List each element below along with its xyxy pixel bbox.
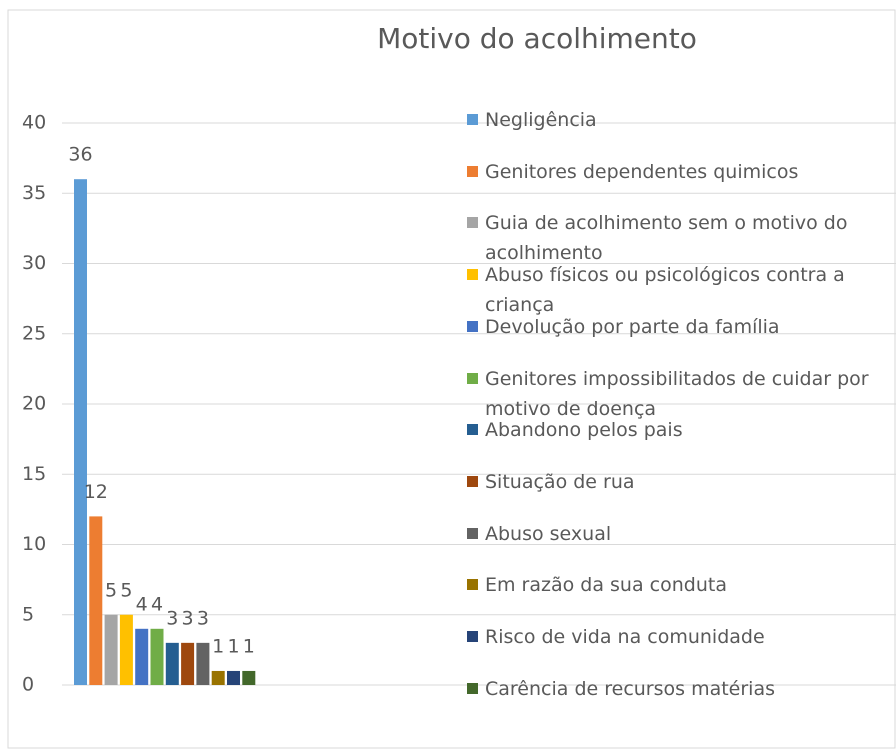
legend-item: Guia de acolhimento sem o motivo do acol… <box>467 208 887 268</box>
data-label: 5 <box>105 579 117 601</box>
legend-item: Abuso sexual <box>467 519 887 549</box>
legend-swatch <box>467 114 478 125</box>
y-tick-label: 40 <box>22 112 46 134</box>
legend-item: Abandono pelos pais <box>467 415 887 445</box>
legend-item: Genitores impossibilitados de cuidar por… <box>467 364 887 424</box>
y-tick-label: 10 <box>22 533 46 555</box>
data-label: 4 <box>151 593 163 615</box>
legend-label: Negligência <box>485 109 597 131</box>
bar <box>74 179 87 685</box>
legend-label: Guia de acolhimento sem o motivo do acol… <box>485 212 848 265</box>
data-label: 5 <box>120 579 132 601</box>
legend-swatch <box>467 165 478 177</box>
y-tick-label: 5 <box>22 603 34 625</box>
legend-item: Carência de recursos matérias <box>467 674 887 704</box>
data-label: 1 <box>212 635 224 657</box>
bar <box>165 642 179 685</box>
legend-label: Em razão da sua conduta <box>485 574 727 597</box>
legend-label: Risco de vida na comunidade <box>485 626 765 648</box>
legend-label: Abandono pelos pais <box>485 419 683 442</box>
legend-item: Devolução por parte da família <box>467 312 887 342</box>
legend-label: Genitores impossibilitados de cuidar por… <box>485 367 869 420</box>
bar <box>211 670 225 685</box>
legend-label: Situação de rua <box>485 470 635 493</box>
data-label: 4 <box>136 593 148 615</box>
legend-label: Devolução por parte da família <box>485 315 780 338</box>
legend-swatch <box>467 527 478 539</box>
legend-swatch <box>467 372 478 384</box>
legend-label: Abuso físicos ou psicológicos contra a c… <box>485 264 845 317</box>
legend-swatch <box>467 631 478 642</box>
data-label: 3 <box>197 607 209 629</box>
data-label: 36 <box>68 144 92 166</box>
bar <box>89 516 103 685</box>
legend-swatch <box>467 320 478 332</box>
legend-item: Em razão da sua conduta <box>467 570 887 600</box>
legend-swatch <box>467 217 478 229</box>
legend-swatch <box>467 682 478 694</box>
legend-item: Situação de rua <box>467 467 887 497</box>
bar <box>227 670 240 685</box>
legend-item: Risco de vida na comunidade <box>467 622 887 652</box>
y-tick-label: 35 <box>22 182 46 204</box>
data-label: 1 <box>243 635 255 657</box>
legend-label: Carência de recursos matérias <box>485 677 776 700</box>
legend-item: Genitores dependentes quimicos <box>467 157 887 187</box>
data-label: 1 <box>227 635 239 657</box>
y-tick-label: 25 <box>22 322 46 344</box>
legend-swatch <box>467 269 478 281</box>
legend-swatch <box>467 424 478 436</box>
y-tick-label: 0 <box>22 674 34 696</box>
y-tick-label: 30 <box>22 252 46 274</box>
legend-label: Genitores dependentes quimicos <box>485 160 799 183</box>
bar <box>119 614 133 685</box>
chart-title: Motivo do acolhimento <box>377 22 697 55</box>
bar <box>181 642 195 685</box>
legend-item: Abuso físicos ou psicológicos contra a c… <box>467 260 887 320</box>
data-label: 12 <box>84 481 108 503</box>
bar <box>242 670 256 685</box>
legend-swatch <box>467 475 478 487</box>
y-tick-label: 15 <box>22 463 46 485</box>
chart-border <box>7 9 896 749</box>
data-label: 3 <box>182 607 194 629</box>
data-label: 3 <box>166 607 178 629</box>
legend-swatch <box>467 579 478 591</box>
legend-label: Abuso sexual <box>485 522 612 545</box>
y-tick-label: 20 <box>22 393 46 415</box>
bar <box>104 614 118 685</box>
bar <box>196 642 210 685</box>
legend-item: Negligência <box>467 105 887 135</box>
bar <box>135 628 149 685</box>
bar <box>150 628 164 685</box>
